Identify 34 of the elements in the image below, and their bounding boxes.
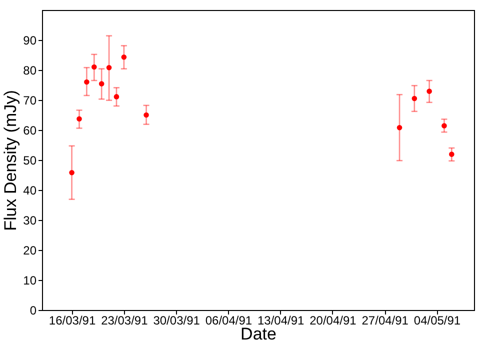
x-tick-label: 30/03/91: [153, 314, 200, 328]
point: [442, 123, 447, 128]
y-tick-label: 20: [23, 244, 37, 258]
y-tick-label: 10: [23, 274, 37, 288]
point: [84, 79, 90, 85]
x-axis-title: Date: [240, 324, 276, 343]
x-tick-label: 16/03/91: [48, 314, 96, 328]
y-tick-label: 50: [23, 154, 37, 168]
x-tick-label: 06/04/91: [205, 314, 252, 328]
point: [449, 152, 454, 157]
y-tick-label: 30: [23, 214, 37, 228]
y-axis-title: Flux Density (mJy): [1, 90, 20, 231]
y-tick-label: 70: [23, 94, 37, 108]
point: [98, 81, 104, 86]
x-tick-label: 27/04/91: [362, 314, 409, 328]
y-tick-label: 60: [23, 124, 37, 138]
y-tick-label: 80: [23, 64, 37, 78]
point: [121, 54, 127, 60]
point: [426, 88, 432, 94]
x-tick-label: 20/04/91: [310, 314, 357, 328]
point: [106, 64, 112, 70]
point: [144, 112, 149, 118]
point: [91, 64, 97, 70]
x-tick-label: 13/04/91: [257, 314, 305, 328]
point: [76, 116, 82, 122]
y-tick-label: 0: [30, 304, 37, 318]
point: [396, 124, 402, 130]
point: [412, 96, 418, 102]
point: [114, 94, 120, 100]
point: [69, 170, 74, 176]
x-tick-label: 04/05/91: [414, 314, 461, 328]
x-tick-label: 23/03/91: [101, 314, 148, 328]
y-tick-label: 90: [23, 34, 37, 48]
y-tick-label: 40: [23, 184, 37, 198]
